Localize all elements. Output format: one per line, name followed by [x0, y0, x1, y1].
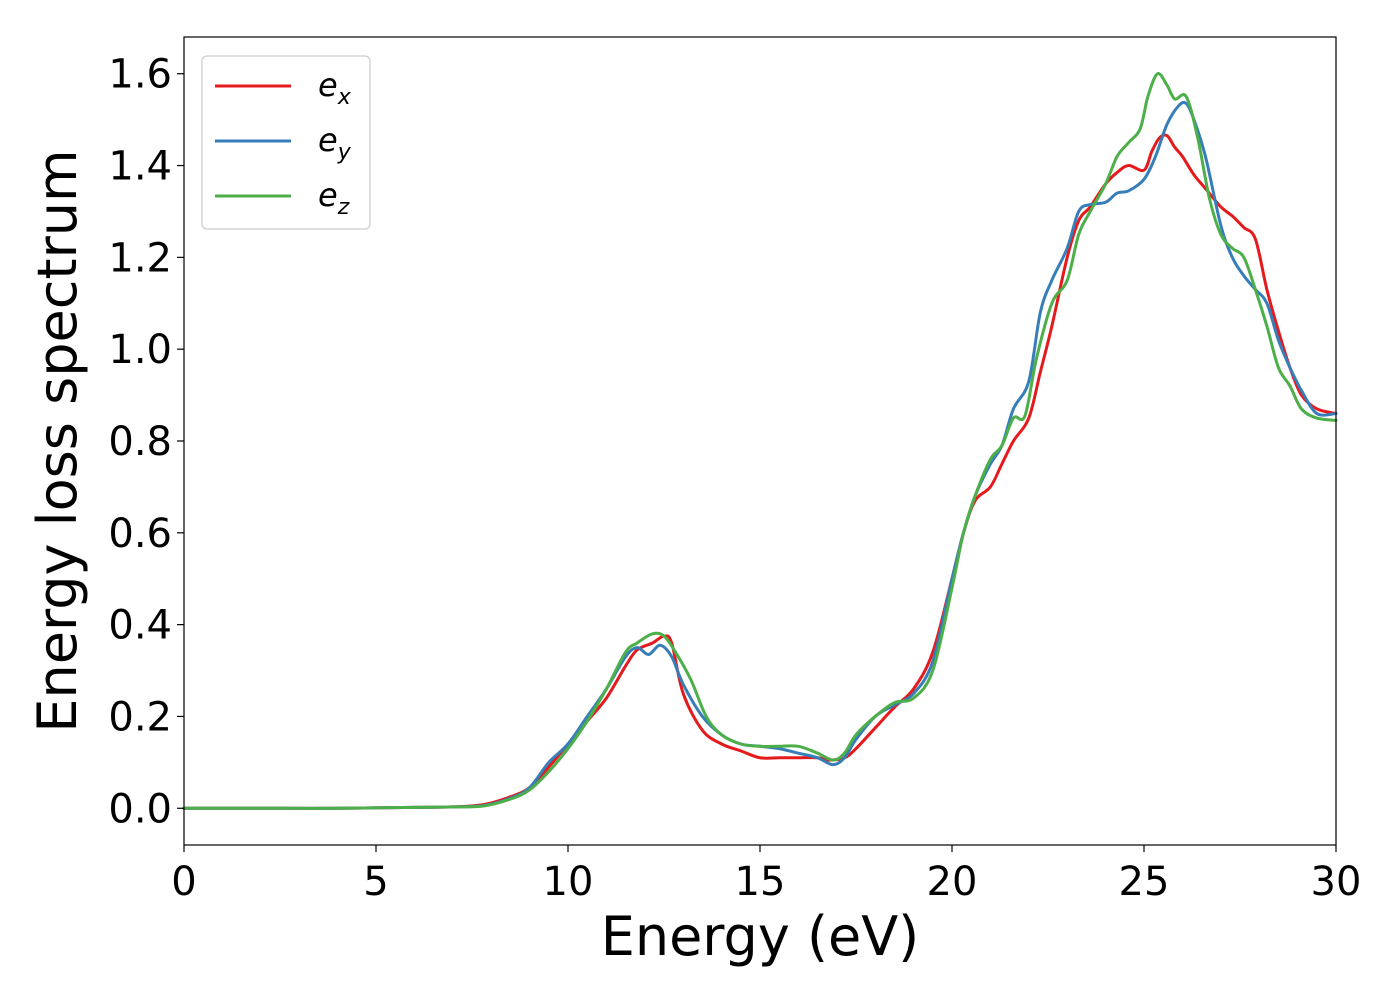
y-axis-label: Energy loss spectrum [26, 149, 89, 732]
x-tick-label: 0 [171, 859, 196, 905]
series-line-y [182, 100, 1338, 810]
y-tick-label: 0.6 [108, 511, 172, 557]
series-line-x [182, 133, 1338, 810]
x-tick-label: 30 [1311, 859, 1362, 905]
legend: ex ey ez [201, 55, 371, 230]
series-layer [182, 71, 1338, 810]
y-tick-label: 1.2 [108, 235, 172, 281]
y-tick-label: 1.6 [108, 52, 172, 98]
series-line-z [182, 71, 1338, 810]
x-axis-label: Energy (eV) [601, 905, 920, 968]
legend-label-y: ey [318, 121, 352, 165]
legend-label-z: ez [318, 176, 350, 220]
x-tick-label: 20 [927, 859, 978, 905]
y-tick-label: 1.4 [108, 144, 172, 190]
x-tick-label: 5 [363, 859, 388, 905]
legend-label-x: ex [318, 66, 352, 110]
y-tick-label: 0.4 [108, 603, 172, 649]
y-tick-label: 0.8 [108, 419, 172, 465]
x-tick-label: 10 [543, 859, 594, 905]
x-tick-label: 15 [735, 859, 786, 905]
y-tick-label: 0.2 [108, 694, 172, 740]
y-tick-label: 1.0 [108, 327, 172, 373]
x-tick-label: 25 [1119, 859, 1170, 905]
y-tick-label: 0.0 [108, 786, 172, 832]
ticks-layer: 0 5 10 15 20 25 30 0.0 0.2 0.4 0.6 0.8 1.0 1.2 1.4 1.6 [108, 52, 1361, 905]
